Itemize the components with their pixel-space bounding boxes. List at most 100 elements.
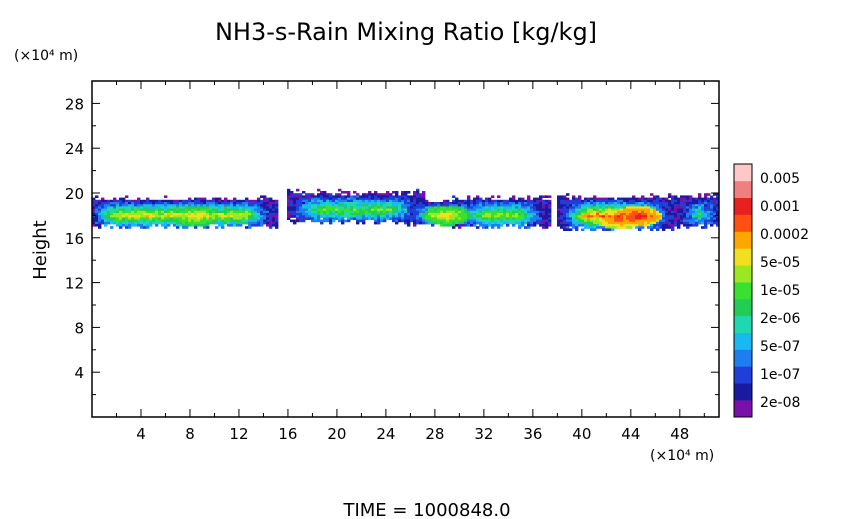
heat-cell (545, 219, 549, 223)
heat-cell (710, 204, 714, 207)
heat-cell (620, 224, 624, 227)
heat-cell (302, 210, 306, 214)
heat-cell (671, 204, 675, 207)
heat-cell (110, 217, 114, 220)
heat-cell (146, 197, 150, 201)
heat-cell (467, 202, 471, 205)
heat-cell (266, 202, 270, 205)
heat-cell (506, 210, 510, 214)
heat-cell (263, 217, 267, 220)
heat-cell (572, 224, 576, 227)
heat-cell (590, 202, 594, 205)
heat-cell (494, 215, 498, 218)
heat-cell (683, 221, 687, 225)
x-tick-label: 36 (523, 425, 542, 443)
heat-cell (476, 199, 480, 203)
heat-cell (353, 197, 357, 201)
heat-cell (527, 226, 531, 229)
heat-cell (605, 208, 609, 212)
heat-cell (251, 213, 255, 216)
heat-cell (197, 213, 201, 216)
heat-cell (308, 202, 312, 205)
heat-cell (476, 202, 480, 205)
heat-cell (326, 193, 330, 196)
heat-cell (152, 217, 156, 220)
heat-cell (200, 197, 204, 201)
heat-cell (701, 204, 705, 207)
heat-cell (602, 219, 606, 223)
heat-cell (437, 219, 441, 223)
heat-cell (641, 208, 645, 212)
heat-cell (188, 217, 192, 220)
heat-cell (647, 213, 651, 216)
heat-cell (137, 217, 141, 220)
heat-cell (350, 213, 354, 216)
heat-cell (659, 197, 663, 201)
heat-cell (683, 206, 687, 209)
heat-cell (458, 202, 462, 205)
heat-cell (590, 217, 594, 220)
heat-cell (656, 208, 660, 212)
heat-cell (314, 208, 318, 212)
heat-cell (446, 204, 450, 207)
colorbar-swatch (734, 180, 752, 199)
heat-cell (173, 224, 177, 227)
heat-cell (131, 217, 135, 220)
heat-cell (215, 210, 219, 214)
heat-cell (440, 204, 444, 207)
heat-cell (701, 197, 705, 201)
heat-cell (374, 204, 378, 207)
heat-cell (242, 199, 246, 203)
heat-cell (371, 215, 375, 218)
heat-cell (617, 226, 621, 229)
heat-cell (638, 228, 642, 231)
heat-cell (170, 213, 174, 216)
heat-cell (662, 221, 666, 225)
heat-cell (632, 195, 636, 198)
heat-cell (113, 213, 117, 216)
heat-cell (629, 206, 633, 209)
heat-cell (638, 208, 642, 212)
heat-cell (98, 204, 102, 207)
heat-cell (170, 215, 174, 218)
heat-cell (710, 195, 714, 198)
heat-cell (635, 206, 639, 209)
heat-cell (704, 217, 708, 220)
heat-cell (299, 208, 303, 212)
heat-cell (290, 193, 294, 196)
heat-cell (275, 219, 279, 223)
heat-cell (188, 213, 192, 216)
heat-cell (560, 221, 564, 225)
heat-cell (671, 213, 675, 216)
heat-cell (275, 215, 279, 218)
heat-cell (104, 202, 108, 205)
x-tick-label: 20 (327, 425, 346, 443)
heat-cell (590, 208, 594, 212)
axis-ticks (92, 81, 719, 417)
heat-cell (380, 199, 384, 203)
heat-cell (212, 204, 216, 207)
heat-cell (221, 217, 225, 220)
heat-cell (434, 217, 438, 220)
heat-cell (104, 221, 108, 225)
heat-cell (542, 210, 546, 214)
heat-cell (713, 202, 717, 205)
heat-cell (452, 215, 456, 218)
heat-cell (611, 208, 615, 212)
heat-cell (185, 199, 189, 203)
heat-cell (362, 195, 366, 198)
heat-cell (407, 191, 411, 194)
heat-cell (542, 221, 546, 225)
heat-cell (320, 215, 324, 218)
heat-cell (128, 206, 132, 209)
heat-cell (230, 217, 234, 220)
heat-cell (311, 197, 315, 201)
heat-cell (602, 215, 606, 218)
heat-cell (191, 206, 195, 209)
heat-cell (302, 204, 306, 207)
heat-cell (581, 202, 585, 205)
heat-cell (662, 213, 666, 216)
heat-cell (419, 210, 423, 214)
heat-cell (188, 197, 192, 201)
heat-cell (677, 217, 681, 220)
